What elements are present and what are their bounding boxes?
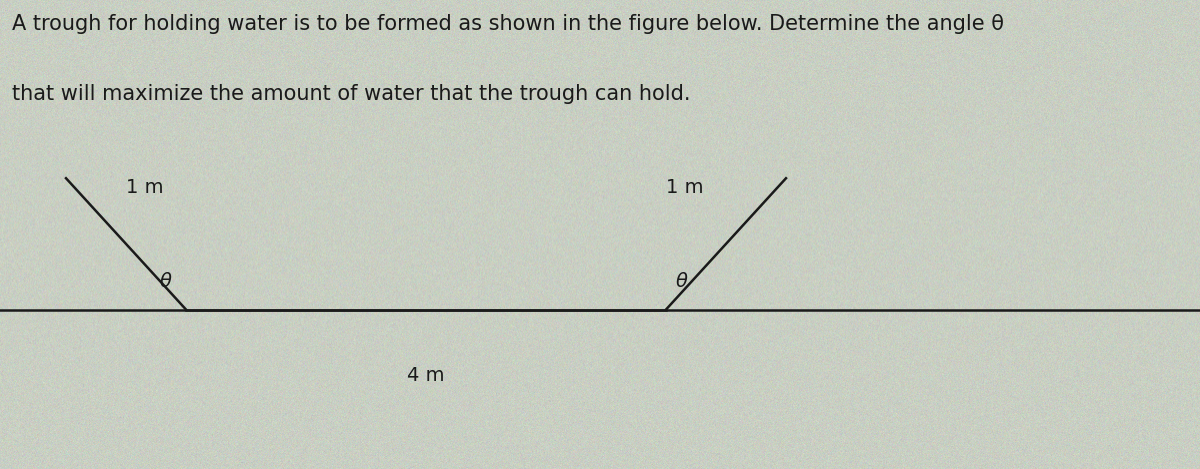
- Text: θ: θ: [676, 272, 688, 291]
- Text: 4 m: 4 m: [407, 366, 445, 385]
- Text: 1 m: 1 m: [126, 178, 163, 197]
- Text: A trough for holding water is to be formed as shown in the figure below. Determi: A trough for holding water is to be form…: [12, 14, 1004, 34]
- Text: θ: θ: [160, 272, 172, 291]
- Text: 1 m: 1 m: [666, 178, 703, 197]
- Text: that will maximize the amount of water that the trough can hold.: that will maximize the amount of water t…: [12, 84, 690, 105]
